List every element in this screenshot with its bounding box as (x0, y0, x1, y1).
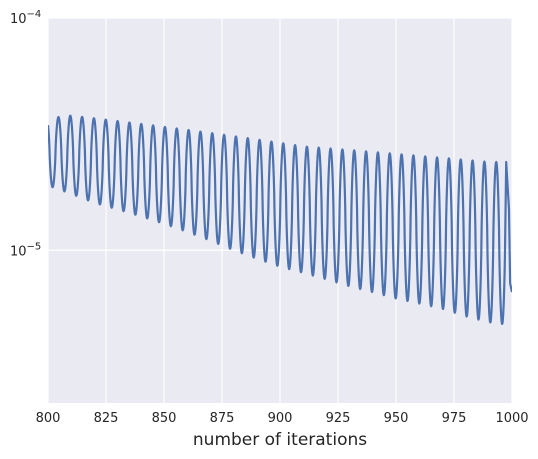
x-tick-label: 1000 (495, 411, 528, 426)
x-tick-label: 975 (442, 411, 467, 426)
y-tick-labels: 10−5 10−4 (10, 9, 41, 259)
y-tick-label: 10−4 (10, 9, 41, 27)
y-tick-label: 10−5 (10, 241, 41, 259)
series-line (48, 114, 512, 326)
x-tick-label: 900 (268, 411, 293, 426)
x-tick-label: 875 (210, 411, 235, 426)
x-tick-label: 850 (152, 411, 177, 426)
x-tick-label: 825 (94, 411, 119, 426)
x-tick-labels: 800 825 850 875 900 925 950 975 1000 (36, 411, 529, 426)
x-tick-label: 800 (36, 411, 61, 426)
x-tick-label: 950 (384, 411, 409, 426)
x-tick-label: 925 (326, 411, 351, 426)
x-axis-label: number of iterations (193, 430, 367, 450)
